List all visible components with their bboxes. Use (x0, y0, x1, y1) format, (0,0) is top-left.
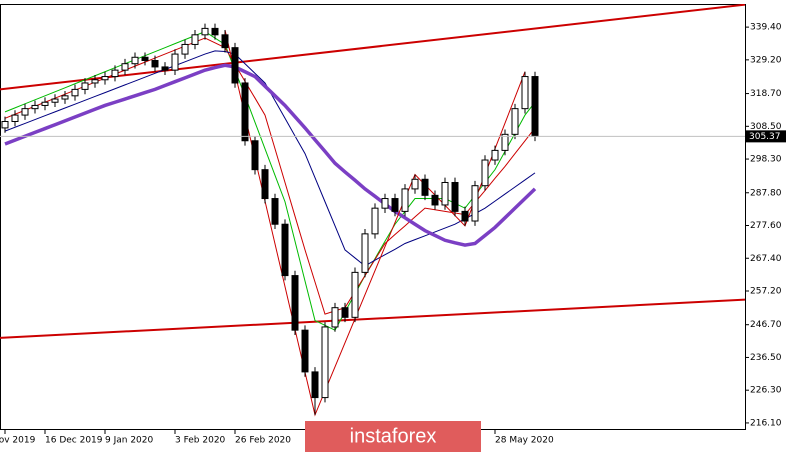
candle-body (41, 101, 49, 106)
candle-body (301, 329, 309, 373)
candle-body (121, 63, 129, 71)
candle-body (401, 188, 409, 212)
candle-body (101, 76, 109, 81)
candle-body (141, 56, 149, 62)
candle-body (191, 34, 199, 45)
candle-body (211, 27, 219, 36)
candle-body (171, 53, 179, 71)
y-tick-label: 216.10 (750, 418, 782, 428)
candle-body (481, 159, 489, 187)
x-tick-label: 16 Dec 2019 (45, 436, 103, 446)
candle-body (11, 114, 19, 122)
candle-body (531, 76, 539, 137)
last-price-box (746, 130, 786, 143)
candle-body (511, 108, 519, 135)
plot (0, 4, 745, 417)
candle-body (421, 178, 429, 196)
candle-body (161, 66, 169, 71)
y-tick-label: 318.70 (750, 89, 782, 99)
candle-body (71, 88, 79, 97)
candle-body (311, 371, 319, 399)
candle-body (281, 223, 289, 277)
candle-body (471, 185, 479, 222)
candle-body (271, 198, 279, 225)
x-tick-label: 3 Feb 2020 (175, 436, 226, 446)
candle-body (231, 47, 239, 84)
candle-body (331, 307, 339, 328)
x-tick-label: Nov 2019 (0, 436, 36, 446)
candle-body (261, 169, 269, 200)
watermark: instaforex (350, 425, 437, 447)
moving-average (4, 63, 537, 247)
candle-body (151, 60, 159, 68)
candle-body (221, 34, 229, 49)
candle-body (351, 271, 359, 318)
candle-body (341, 307, 349, 318)
trendline (0, 4, 745, 91)
candle-body (251, 140, 259, 171)
candle-body (31, 104, 39, 110)
candle-body (451, 181, 459, 212)
candle-body (61, 95, 69, 100)
candle-body (411, 178, 419, 190)
candle-body (1, 120, 9, 129)
y-tick-label: 257.20 (750, 286, 782, 296)
candle-body (381, 198, 389, 209)
candle-body (51, 98, 59, 103)
candle-body (521, 76, 529, 110)
y-tick-label: 226.30 (750, 386, 782, 396)
y-tick-label: 287.80 (750, 188, 782, 198)
candle-body (321, 326, 329, 399)
last-price-label: 305.37 (749, 132, 781, 142)
candle-body (111, 69, 119, 78)
y-tick-label: 329.20 (750, 55, 782, 65)
y-tick-label: 267.40 (750, 254, 782, 264)
candle-body (201, 27, 209, 36)
y-tick-label: 246.70 (750, 320, 782, 330)
x-tick-label: 26 Feb 2020 (235, 436, 291, 446)
candle-body (371, 207, 379, 235)
candle-body (491, 149, 499, 161)
candle-body (461, 210, 469, 222)
candle-body (21, 108, 29, 116)
y-tick-label: 236.50 (750, 353, 782, 363)
candle-body (441, 181, 449, 206)
candle-body (431, 194, 439, 206)
y-tick-label: 298.30 (750, 155, 782, 165)
candle-body (501, 133, 509, 151)
y-tick-label: 277.60 (750, 221, 782, 231)
watermark-box (305, 421, 481, 452)
x-tick-label: 9 Jan 2020 (105, 436, 153, 446)
candle-body (181, 43, 189, 55)
x-tick-label: 28 May 2020 (495, 436, 554, 446)
candle-body (291, 275, 299, 331)
y-tick-label: 308.50 (750, 122, 782, 132)
candle-body (91, 79, 99, 84)
candle-body (241, 82, 249, 142)
candle-body (391, 198, 399, 212)
candle-body (81, 82, 89, 90)
trendline (0, 298, 745, 339)
candle-body (361, 233, 369, 273)
y-tick-label: 339.40 (750, 23, 782, 33)
candle-body (131, 56, 139, 65)
